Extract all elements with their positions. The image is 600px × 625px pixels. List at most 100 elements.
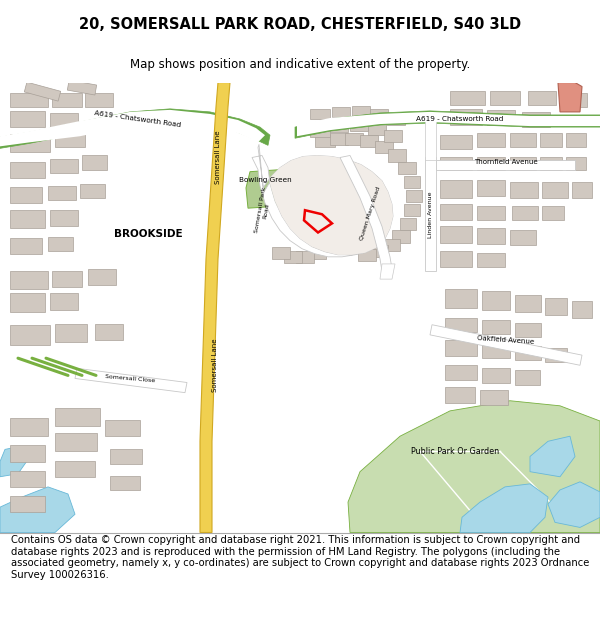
Polygon shape — [110, 449, 142, 464]
Text: A619 - Chatsworth Road: A619 - Chatsworth Road — [94, 110, 182, 128]
Polygon shape — [548, 482, 600, 528]
Polygon shape — [482, 368, 510, 382]
Polygon shape — [490, 91, 520, 105]
Polygon shape — [515, 296, 541, 311]
Polygon shape — [10, 187, 42, 203]
Polygon shape — [55, 324, 87, 342]
Polygon shape — [324, 229, 340, 242]
Text: Contains OS data © Crown copyright and database right 2021. This information is : Contains OS data © Crown copyright and d… — [11, 535, 589, 580]
Polygon shape — [510, 231, 536, 244]
Polygon shape — [375, 141, 393, 154]
Polygon shape — [272, 247, 290, 259]
Text: Somersall Lane: Somersall Lane — [212, 339, 218, 392]
Polygon shape — [10, 471, 45, 487]
Polygon shape — [318, 239, 336, 252]
Polygon shape — [566, 133, 586, 148]
Polygon shape — [325, 204, 341, 216]
Polygon shape — [10, 111, 45, 127]
Polygon shape — [10, 496, 45, 512]
Polygon shape — [445, 386, 475, 402]
Polygon shape — [310, 109, 330, 119]
Polygon shape — [370, 109, 388, 119]
Polygon shape — [55, 461, 95, 477]
Polygon shape — [82, 156, 107, 169]
Polygon shape — [0, 109, 270, 148]
Text: Somersall Lane: Somersall Lane — [215, 131, 221, 184]
Polygon shape — [310, 125, 330, 138]
Polygon shape — [50, 159, 78, 172]
Polygon shape — [572, 182, 592, 198]
Polygon shape — [545, 298, 567, 314]
Polygon shape — [566, 158, 586, 169]
Polygon shape — [392, 231, 410, 242]
Polygon shape — [530, 436, 575, 477]
Polygon shape — [50, 113, 78, 127]
Polygon shape — [10, 325, 50, 345]
Polygon shape — [482, 291, 510, 309]
Polygon shape — [10, 238, 42, 254]
Polygon shape — [352, 106, 370, 116]
Polygon shape — [445, 289, 477, 308]
Text: Bowling Green: Bowling Green — [239, 177, 292, 182]
Polygon shape — [440, 180, 472, 198]
Polygon shape — [55, 433, 97, 451]
Polygon shape — [436, 159, 575, 169]
Polygon shape — [10, 210, 45, 229]
Polygon shape — [360, 135, 378, 148]
Polygon shape — [445, 340, 477, 356]
Polygon shape — [52, 271, 82, 288]
Polygon shape — [75, 368, 187, 392]
Polygon shape — [542, 206, 564, 221]
Polygon shape — [0, 487, 75, 532]
Polygon shape — [387, 115, 405, 125]
Polygon shape — [384, 130, 402, 142]
Polygon shape — [460, 484, 548, 532]
Polygon shape — [425, 117, 436, 159]
Text: Somersall Close: Somersall Close — [105, 374, 155, 383]
Text: A619 - Chatsworth Road: A619 - Chatsworth Road — [416, 116, 503, 122]
Polygon shape — [358, 249, 376, 261]
Polygon shape — [10, 92, 48, 107]
Polygon shape — [200, 82, 230, 532]
Polygon shape — [110, 476, 140, 490]
Polygon shape — [370, 244, 388, 257]
Polygon shape — [308, 247, 326, 259]
Polygon shape — [515, 346, 541, 360]
Text: Somersall Park
Road: Somersall Park Road — [254, 186, 272, 234]
Polygon shape — [482, 343, 510, 358]
Polygon shape — [477, 133, 505, 148]
Polygon shape — [398, 161, 416, 174]
Polygon shape — [540, 133, 562, 148]
Polygon shape — [440, 251, 472, 267]
Polygon shape — [515, 322, 541, 337]
Polygon shape — [450, 91, 485, 105]
Polygon shape — [522, 112, 550, 127]
Polygon shape — [296, 251, 314, 263]
Polygon shape — [55, 133, 85, 148]
Polygon shape — [315, 135, 335, 148]
Polygon shape — [320, 192, 336, 204]
Polygon shape — [85, 92, 113, 107]
Polygon shape — [487, 110, 515, 125]
Polygon shape — [572, 301, 592, 318]
Polygon shape — [510, 182, 538, 198]
Polygon shape — [440, 204, 472, 221]
Polygon shape — [246, 169, 280, 208]
Polygon shape — [350, 119, 368, 131]
Polygon shape — [477, 229, 505, 244]
Polygon shape — [10, 161, 45, 177]
Polygon shape — [288, 168, 306, 180]
Polygon shape — [404, 176, 420, 188]
Polygon shape — [252, 144, 393, 257]
Polygon shape — [67, 80, 97, 95]
Polygon shape — [368, 123, 386, 135]
Polygon shape — [404, 204, 420, 216]
Polygon shape — [10, 271, 48, 289]
Polygon shape — [480, 389, 508, 405]
Polygon shape — [558, 82, 582, 112]
Text: BROOKSIDE: BROOKSIDE — [113, 229, 182, 239]
Polygon shape — [482, 319, 510, 334]
Polygon shape — [445, 318, 477, 332]
Polygon shape — [10, 293, 45, 311]
Polygon shape — [326, 217, 342, 229]
